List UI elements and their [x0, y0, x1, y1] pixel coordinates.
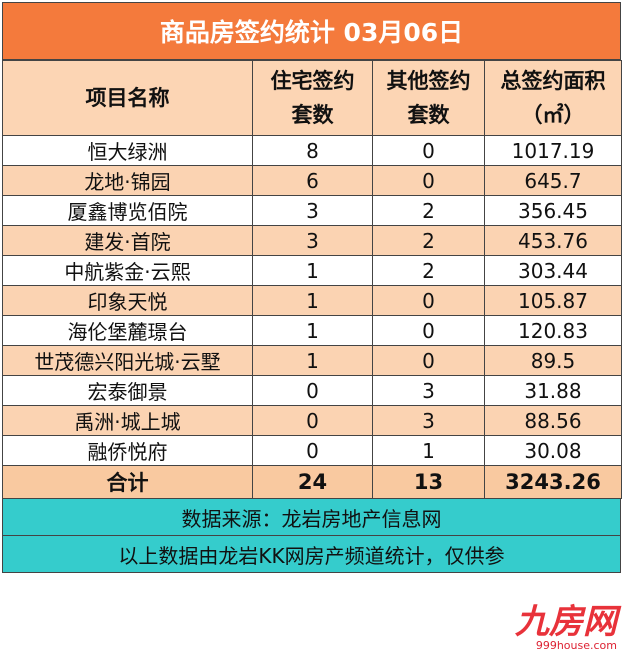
cell: 1 [252, 315, 373, 346]
source: 数据来源：龙岩房地产信息网 [2, 499, 621, 536]
header-cell: 住宅签约 套数 [252, 60, 373, 136]
cell: 645.7 [484, 165, 622, 196]
title: 商品房签约统计 03月06日 [2, 2, 621, 60]
data-row: 龙地·锦园 6 0 645.7 [2, 165, 622, 196]
cell: 厦鑫博览佰院 [2, 195, 253, 226]
cell: 0 [372, 345, 485, 376]
total-cell: 24 [252, 465, 373, 499]
cell: 30.08 [484, 435, 622, 466]
cell: 453.76 [484, 225, 622, 256]
note: 以上数据由龙岩KK网房产频道统计，仅供参 [2, 536, 621, 573]
cell: 世茂德兴阳光城·云墅 [2, 345, 253, 376]
cell: 120.83 [484, 315, 622, 346]
header-line: 套数 [407, 103, 450, 127]
cell: 0 [252, 435, 373, 466]
total-cell: 3243.26 [484, 465, 622, 499]
cell: 88.56 [484, 405, 622, 436]
cell: 0 [372, 135, 485, 166]
header-line: （㎡） [521, 103, 585, 127]
header-cell: 项目名称 [2, 60, 253, 136]
cell: 1017.19 [484, 135, 622, 166]
data-row: 海伦堡麓璟台 1 0 120.83 [2, 315, 622, 346]
cell: 356.45 [484, 195, 622, 226]
cell: 3 [372, 405, 485, 436]
data-row: 印象天悦 1 0 105.87 [2, 285, 622, 316]
data-row: 厦鑫博览佰院 3 2 356.45 [2, 195, 622, 226]
data-row: 世茂德兴阳光城·云墅 1 0 89.5 [2, 345, 622, 376]
stat-table: 商品房签约统计 03月06日 项目名称 住宅签约 套数 其他签约 套数 总签约面积 （㎡）恒… [2, 2, 622, 573]
cell: 0 [372, 165, 485, 196]
cell: 海伦堡麓璟台 [2, 315, 253, 346]
cell: 0 [372, 285, 485, 316]
cell: 中航紫金·云熙 [2, 255, 253, 286]
total-cell: 13 [372, 465, 485, 499]
cell: 3 [372, 375, 485, 406]
cell: 1 [372, 435, 485, 466]
watermark-url: 999house.com [535, 639, 617, 652]
header-line: 其他签约 [386, 69, 471, 93]
cell: 105.87 [484, 285, 622, 316]
cell: 2 [372, 255, 485, 286]
cell: 0 [252, 405, 373, 436]
watermark: 九房网 999house.com [515, 605, 617, 652]
cell: 建发·首院 [2, 225, 253, 256]
cell: 恒大绿洲 [2, 135, 253, 166]
cell: 31.88 [484, 375, 622, 406]
cell: 303.44 [484, 255, 622, 286]
header-line: 住宅签约 [270, 69, 355, 93]
cell: 8 [252, 135, 373, 166]
cell: 3 [252, 195, 373, 226]
cell: 89.5 [484, 345, 622, 376]
cell: 2 [372, 195, 485, 226]
cell: 2 [372, 225, 485, 256]
cell: 1 [252, 255, 373, 286]
header-row: 项目名称 住宅签约 套数 其他签约 套数 总签约面积 （㎡） [2, 60, 622, 136]
header-cell: 总签约面积 （㎡） [484, 60, 622, 136]
table: 项目名称 住宅签约 套数 其他签约 套数 总签约面积 （㎡） 恒大绿洲 8 0 1017.19 龙地·… [2, 60, 622, 499]
cell: 禹洲·城上城 [2, 405, 253, 436]
cell: 3 [252, 225, 373, 256]
data-row: 中航紫金·云熙 1 2 303.44 [2, 255, 622, 286]
cell: 6 [252, 165, 373, 196]
data-row: 禹洲·城上城 0 3 88.56 [2, 405, 622, 436]
cell: 0 [252, 375, 373, 406]
data-row: 建发·首院 3 2 453.76 [2, 225, 622, 256]
cell: 0 [372, 315, 485, 346]
watermark-brand: 九房网 [515, 602, 617, 642]
data-row: 恒大绿洲 8 0 1017.19 [2, 135, 622, 166]
cell: 1 [252, 345, 373, 376]
header-line: 总签约面积 [500, 69, 606, 93]
data-row: 宏泰御景 0 3 31.88 [2, 375, 622, 406]
data-row: 融侨悦府 0 1 30.08 [2, 435, 622, 466]
cell: 龙地·锦园 [2, 165, 253, 196]
total-cell: 合计 [2, 465, 253, 499]
cell: 融侨悦府 [2, 435, 253, 466]
header-line: 套数 [291, 103, 334, 127]
cell: 1 [252, 285, 373, 316]
cell: 印象天悦 [2, 285, 253, 316]
header-cell: 其他签约 套数 [372, 60, 485, 136]
total-row: 合计 24 13 3243.26 [2, 465, 622, 499]
header-line: 项目名称 [85, 86, 170, 110]
cell: 宏泰御景 [2, 375, 253, 406]
